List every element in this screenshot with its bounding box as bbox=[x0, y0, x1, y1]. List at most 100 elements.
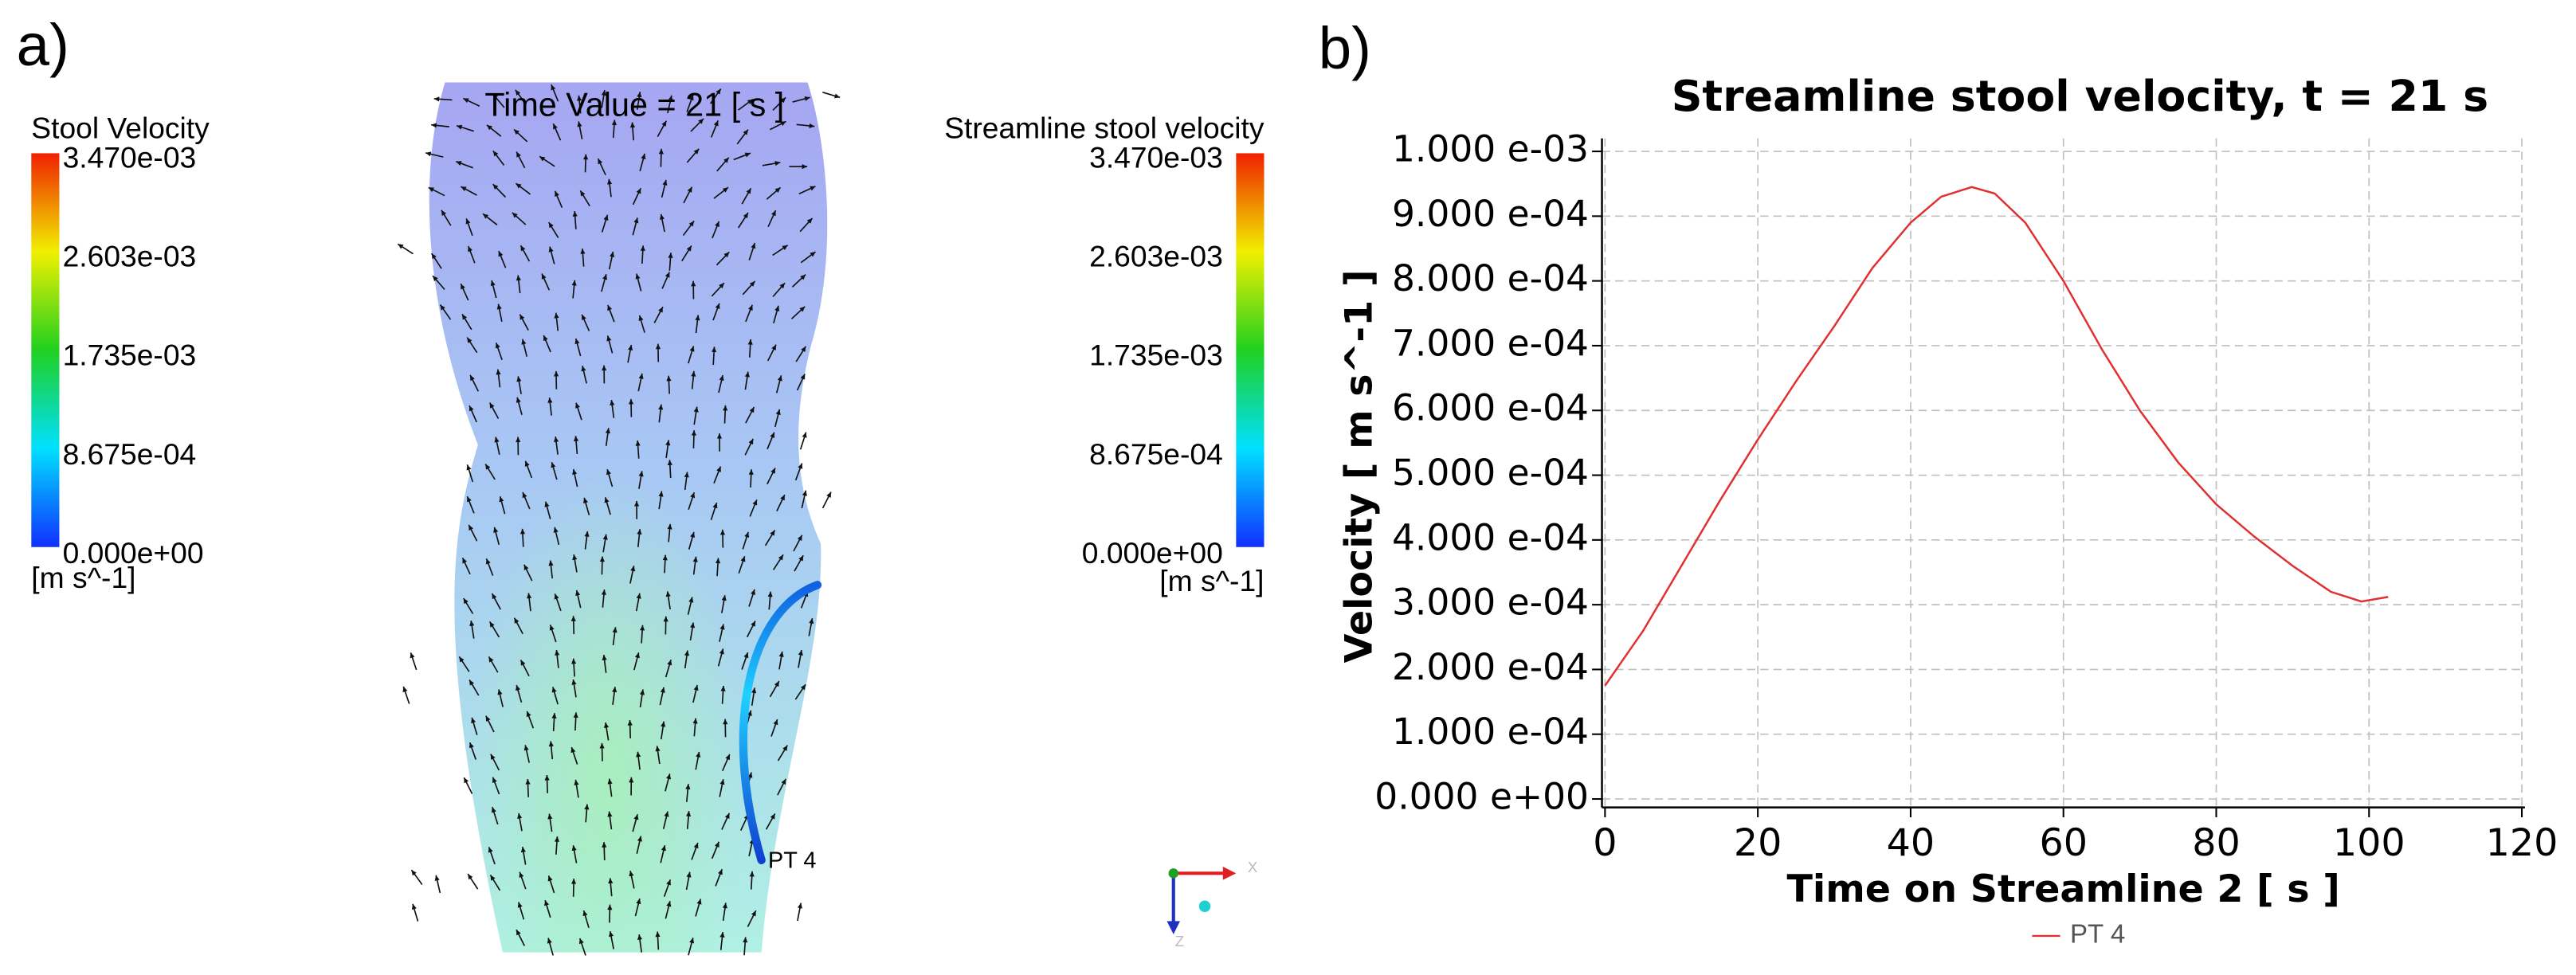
vector-head bbox=[606, 469, 611, 476]
vector-head bbox=[576, 95, 582, 101]
vector-head bbox=[555, 650, 560, 656]
vector-head bbox=[471, 717, 476, 724]
vector-head bbox=[743, 652, 749, 659]
vector-head bbox=[492, 777, 497, 783]
vector-head bbox=[693, 684, 699, 691]
vector-head bbox=[724, 812, 730, 820]
vector-head bbox=[498, 251, 504, 257]
vector-head bbox=[720, 686, 726, 691]
colorbar-label: 1.735e-03 bbox=[1089, 339, 1223, 372]
vector-head bbox=[800, 274, 806, 280]
vector-head bbox=[544, 900, 550, 906]
vector-head bbox=[493, 527, 499, 533]
vector-head bbox=[658, 148, 664, 155]
vector-head bbox=[553, 123, 558, 130]
vector-head bbox=[696, 751, 701, 758]
vector-head bbox=[571, 845, 577, 852]
vector-head bbox=[573, 712, 578, 719]
vector-head bbox=[469, 621, 475, 627]
vector-head bbox=[459, 656, 465, 663]
vector-head bbox=[780, 495, 785, 501]
vector-head bbox=[575, 402, 580, 409]
vector-head bbox=[688, 221, 695, 227]
vector-head bbox=[719, 932, 725, 938]
vector-head bbox=[492, 151, 499, 157]
vector-head bbox=[780, 97, 786, 104]
colorbar-label: 2.603e-03 bbox=[1089, 240, 1223, 273]
vector-head bbox=[798, 650, 803, 656]
vector-head bbox=[462, 314, 468, 320]
vector-head bbox=[457, 124, 463, 130]
vector-head bbox=[551, 713, 557, 719]
vector-head bbox=[713, 120, 719, 127]
vector-head bbox=[601, 90, 606, 96]
vector-head bbox=[743, 213, 749, 219]
vector-head bbox=[666, 375, 672, 382]
vector-head bbox=[607, 304, 613, 311]
vector-head bbox=[577, 121, 582, 127]
vector-head bbox=[749, 871, 755, 877]
vector-head bbox=[497, 689, 503, 695]
vector-head bbox=[431, 123, 437, 128]
vector-head bbox=[715, 221, 719, 228]
vector-head bbox=[751, 621, 755, 627]
vector-head bbox=[770, 210, 776, 217]
vector-head bbox=[719, 648, 724, 655]
vector-head bbox=[516, 376, 522, 382]
y-tick-label: 3.000 e-04 bbox=[1392, 581, 1589, 624]
colorbar-label: 0.000e+00 bbox=[1082, 536, 1223, 570]
vector-head bbox=[689, 346, 695, 352]
vector-head bbox=[514, 617, 520, 624]
vector-head bbox=[748, 438, 754, 445]
vector-head bbox=[810, 252, 816, 257]
vector-head bbox=[633, 217, 639, 224]
vector-head bbox=[489, 402, 495, 409]
vector-head bbox=[605, 428, 610, 434]
vector-head bbox=[574, 779, 579, 785]
vector-head bbox=[602, 655, 607, 661]
vector-head bbox=[523, 745, 529, 751]
vector-head bbox=[516, 930, 521, 936]
colorbar-label: 8.675e-04 bbox=[63, 437, 197, 471]
legend-label: PT 4 bbox=[2070, 920, 2125, 950]
vector-head bbox=[496, 369, 501, 375]
vector-head bbox=[517, 902, 523, 908]
vector-head bbox=[582, 314, 586, 321]
vector-head bbox=[722, 187, 728, 193]
vector-head bbox=[721, 595, 727, 601]
vector-head bbox=[551, 462, 556, 468]
vector-head bbox=[607, 811, 613, 817]
vector-head bbox=[582, 910, 588, 917]
x-tick-label: 80 bbox=[2192, 821, 2241, 865]
vector-head bbox=[635, 273, 641, 280]
vector-head bbox=[810, 186, 816, 191]
vector-head bbox=[684, 650, 690, 656]
vector-head bbox=[492, 93, 498, 100]
vector-head bbox=[554, 836, 560, 842]
vector-head bbox=[782, 245, 788, 250]
colorbar-title: Stool Velocity bbox=[31, 111, 210, 144]
vector-head bbox=[607, 904, 613, 910]
vector-head bbox=[723, 719, 728, 725]
vector-head bbox=[658, 404, 664, 410]
colorbar-title: Streamline stool velocity bbox=[944, 111, 1264, 144]
vector-head bbox=[661, 721, 666, 727]
vector-head bbox=[809, 618, 814, 625]
vector-head bbox=[494, 437, 500, 443]
vector-head bbox=[554, 593, 559, 600]
vector-head bbox=[744, 152, 751, 158]
vector-head bbox=[685, 784, 691, 789]
data-line bbox=[1604, 186, 2389, 687]
vector-head bbox=[692, 718, 698, 724]
vector-head bbox=[434, 875, 440, 881]
vector-head bbox=[826, 491, 831, 498]
vector-head bbox=[488, 656, 494, 663]
vector-head bbox=[661, 845, 666, 852]
vector-head bbox=[714, 841, 719, 848]
vector-head bbox=[747, 99, 753, 105]
vector-head bbox=[667, 660, 672, 666]
vector-head bbox=[798, 555, 804, 562]
streamline bbox=[739, 581, 822, 864]
vector-head bbox=[548, 246, 554, 253]
